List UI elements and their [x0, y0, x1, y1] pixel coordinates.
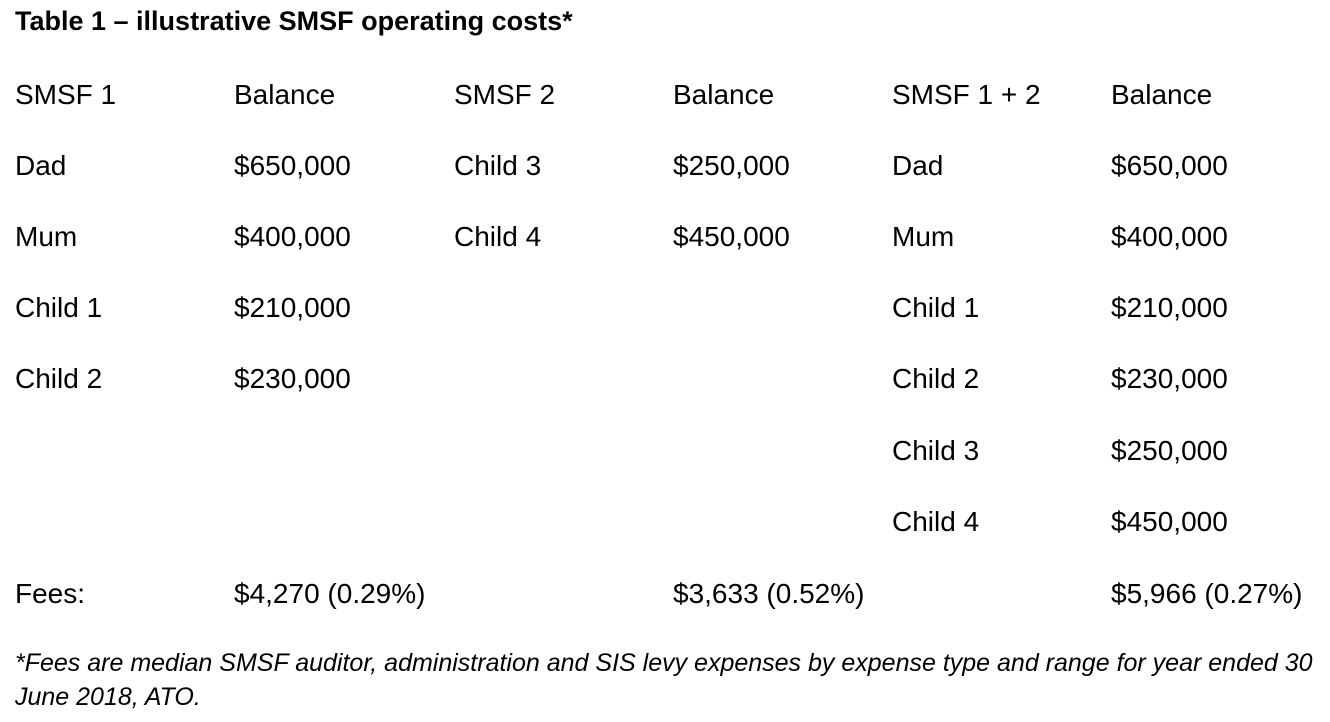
table-cell: $250,000	[1111, 435, 1228, 466]
table-cell: Mum	[15, 221, 78, 252]
table-cell: $250,000	[673, 150, 790, 181]
header-balance-1: Balance	[234, 79, 336, 110]
table-cell: $650,000	[234, 150, 351, 181]
fees-smsf1: $4,270 (0.29%)	[234, 578, 426, 609]
header-balance-2: Balance	[673, 79, 775, 110]
fees-label: Fees:	[15, 578, 86, 609]
table-cell: Child 3	[454, 150, 542, 181]
table-cell: $210,000	[1111, 292, 1228, 323]
header-smsf-combined: SMSF 1 + 2	[892, 79, 1041, 110]
table-cell: $400,000	[1111, 221, 1228, 252]
table-cell: $650,000	[1111, 150, 1228, 181]
table-cell: $230,000	[234, 363, 351, 394]
fees-combined: $5,966 (0.27%)	[1111, 578, 1303, 609]
footnote: *Fees are median SMSF auditor, administr…	[15, 649, 1313, 711]
header-balance-combined: Balance	[1111, 79, 1213, 110]
table-cell: Child 4	[454, 221, 542, 252]
table-cell: $450,000	[673, 221, 790, 252]
table-cell: $210,000	[234, 292, 351, 323]
fees-table: SMSF 1 Balance SMSF 2 Balance SMSF 1 + 2…	[15, 79, 1303, 609]
table-cell: Dad	[892, 150, 944, 181]
table-cell: Mum	[892, 221, 955, 252]
header-smsf1: SMSF 1	[15, 79, 117, 110]
table-cell: Child 2	[15, 363, 103, 394]
table-cell: Child 2	[892, 363, 980, 394]
table-cell: $450,000	[1111, 506, 1228, 537]
table-cell: Dad	[15, 150, 67, 181]
table-cell: Child 3	[892, 435, 980, 466]
fees-smsf2: $3,633 (0.52%)	[673, 578, 865, 609]
table-cell: $400,000	[234, 221, 351, 252]
table-cell: Child 4	[892, 506, 980, 537]
header-smsf2: SMSF 2	[454, 79, 556, 110]
table-cell: Child 1	[15, 292, 103, 323]
table-title: Table 1 – illustrative SMSF operating co…	[15, 6, 573, 36]
table-cell: Child 1	[892, 292, 980, 323]
table-cell: $230,000	[1111, 363, 1228, 394]
